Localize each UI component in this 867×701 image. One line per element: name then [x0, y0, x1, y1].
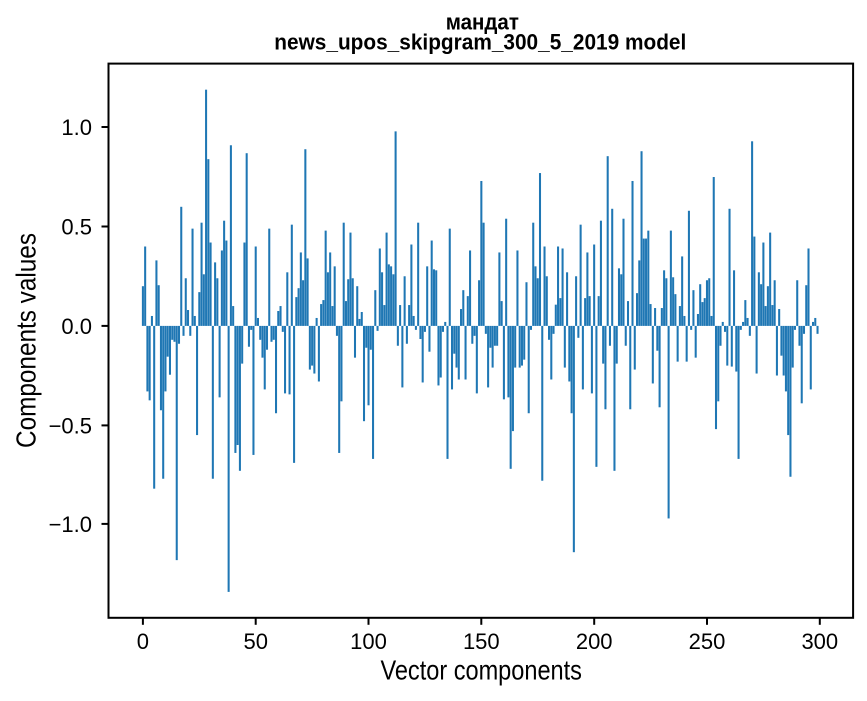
svg-text:250: 250: [689, 629, 726, 654]
svg-text:0.0: 0.0: [61, 314, 92, 339]
svg-text:1.0: 1.0: [61, 115, 92, 140]
svg-text:−1.0: −1.0: [49, 512, 92, 537]
svg-text:мандат: мандат: [446, 9, 519, 34]
svg-text:0.5: 0.5: [61, 214, 92, 239]
svg-text:50: 50: [243, 629, 267, 654]
svg-text:Vector components: Vector components: [380, 654, 582, 685]
svg-text:300: 300: [801, 629, 838, 654]
svg-text:100: 100: [350, 629, 387, 654]
svg-text:0: 0: [137, 629, 149, 654]
svg-text:150: 150: [463, 629, 500, 654]
svg-text:news_upos_skipgram_300_5_2019: news_upos_skipgram_300_5_2019 model: [274, 30, 686, 55]
svg-text:200: 200: [576, 629, 613, 654]
svg-text:Components values: Components values: [11, 233, 42, 448]
svg-text:−0.5: −0.5: [49, 413, 92, 438]
